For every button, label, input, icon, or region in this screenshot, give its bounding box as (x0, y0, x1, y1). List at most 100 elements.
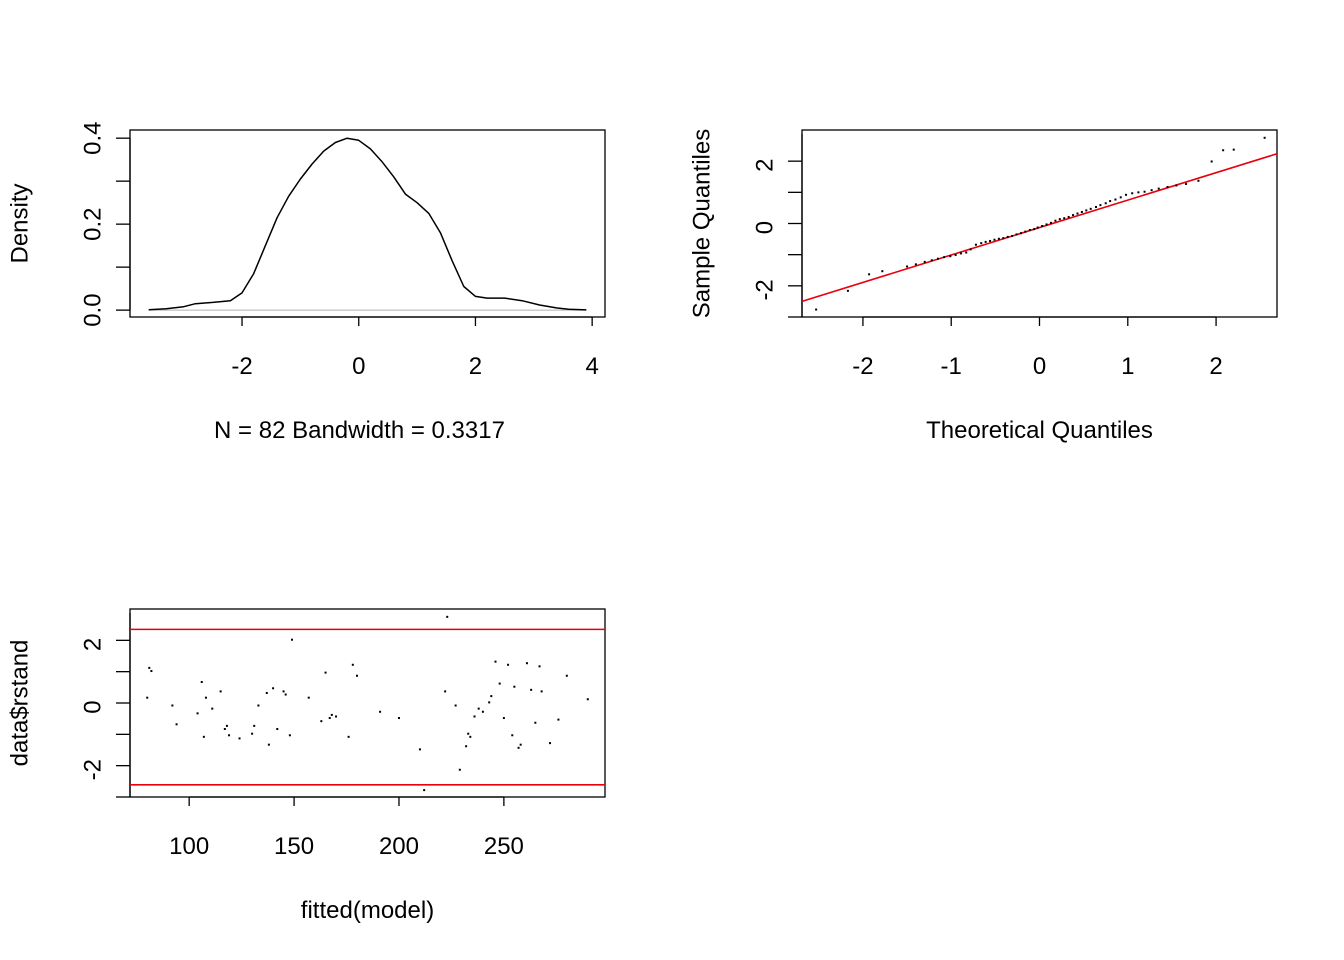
data-point (444, 690, 447, 693)
data-point (881, 270, 884, 273)
data-point (1095, 205, 1098, 208)
x-tick-label: 2 (1209, 353, 1222, 380)
plot-frame (129, 608, 606, 798)
data-point (265, 691, 268, 694)
data-point (1222, 149, 1225, 152)
data-point (974, 243, 977, 246)
data-point (1011, 234, 1014, 237)
data-point (511, 734, 514, 737)
x-tick-label: 1 (1121, 353, 1134, 380)
data-point (467, 732, 470, 735)
data-point (1166, 186, 1169, 189)
x-tick-label: 100 (169, 833, 209, 860)
x-axis-label: Theoretical Quantiles (926, 417, 1153, 444)
data-point (507, 663, 510, 666)
x-tick-label: -2 (231, 353, 252, 380)
data-point (238, 737, 241, 740)
data-point (465, 745, 468, 748)
data-point (846, 289, 849, 292)
data-point (1143, 190, 1146, 193)
y-tick-label: 0 (80, 700, 107, 713)
data-point (1263, 136, 1266, 139)
y-tick-label: 0 (752, 221, 779, 234)
data-point (1131, 192, 1134, 195)
data-point (454, 704, 457, 707)
data-point (538, 665, 541, 668)
x-axis-label: N = 82 Bandwidth = 0.3317 (214, 417, 505, 444)
data-point (257, 704, 260, 707)
chart-panel-3: 100 150 200 250 -2 0 2 fitted(model) data$rstand (7, 608, 606, 924)
data-point (540, 690, 543, 693)
data-point (148, 666, 151, 669)
data-point (1104, 202, 1107, 205)
data-point (225, 724, 228, 727)
data-point (517, 746, 520, 749)
y-tick-label: -2 (752, 279, 779, 300)
chart-panel-2: -2 -1 0 1 2 -2 0 2 Theoretical Quantiles Sample Q… (689, 129, 1278, 444)
qq-reference-line (801, 153, 1278, 303)
data-point (1063, 217, 1066, 220)
data-point (1109, 200, 1112, 203)
data-point (1002, 237, 1005, 240)
x-tick-label: 250 (484, 833, 524, 860)
data-point (1080, 210, 1083, 213)
data-point (498, 682, 501, 685)
data-point (351, 663, 354, 666)
data-point (204, 696, 207, 699)
data-point (200, 681, 203, 684)
data-point (397, 717, 400, 720)
data-point (930, 259, 933, 262)
data-point (1049, 221, 1052, 224)
x-tick-label: 0 (352, 353, 365, 380)
data-point (1041, 224, 1044, 227)
data-point (980, 242, 983, 245)
data-point (276, 728, 279, 731)
data-point (549, 742, 552, 745)
data-point (965, 251, 968, 254)
data-point (1015, 233, 1018, 236)
data-point (984, 240, 987, 243)
data-point (335, 715, 338, 718)
data-point (267, 743, 270, 746)
data-point (1067, 215, 1070, 218)
data-point (469, 735, 472, 738)
data-point (1089, 207, 1092, 210)
data-point (513, 685, 516, 688)
data-point (586, 698, 589, 701)
data-point (943, 256, 946, 259)
y-tick-label: 0.2 (80, 207, 107, 240)
data-point (923, 260, 926, 263)
data-point (1185, 182, 1188, 185)
data-point (868, 273, 871, 276)
data-point (458, 768, 461, 771)
data-point (530, 688, 533, 691)
x-tick-label: 4 (585, 353, 598, 380)
data-point (936, 257, 939, 260)
data-point (228, 734, 231, 737)
chart-panel-1: -2 0 2 4 0.0 0.2 0.4 N = 82 Bandwidth = 0.3317 D… (7, 121, 606, 444)
x-tick-label: 200 (379, 833, 419, 860)
data-point (473, 715, 476, 718)
data-point (1150, 189, 1153, 192)
y-tick-label: 2 (752, 159, 779, 172)
data-point (1006, 235, 1009, 238)
data-point (1028, 229, 1031, 232)
data-point (202, 735, 205, 738)
data-point (1114, 198, 1117, 201)
data-point (307, 696, 310, 699)
data-point (914, 263, 917, 266)
data-point (328, 717, 331, 720)
data-point (211, 707, 214, 710)
x-tick-label: 150 (274, 833, 314, 860)
data-point (288, 734, 291, 737)
data-point (494, 660, 497, 663)
data-point (1232, 148, 1235, 151)
y-tick-label: -2 (80, 759, 107, 780)
data-point (525, 662, 528, 665)
data-point (1033, 228, 1036, 231)
data-point (519, 743, 522, 746)
data-point (815, 308, 818, 311)
data-point (1099, 204, 1102, 207)
data-point (282, 690, 285, 693)
data-point (146, 696, 149, 699)
